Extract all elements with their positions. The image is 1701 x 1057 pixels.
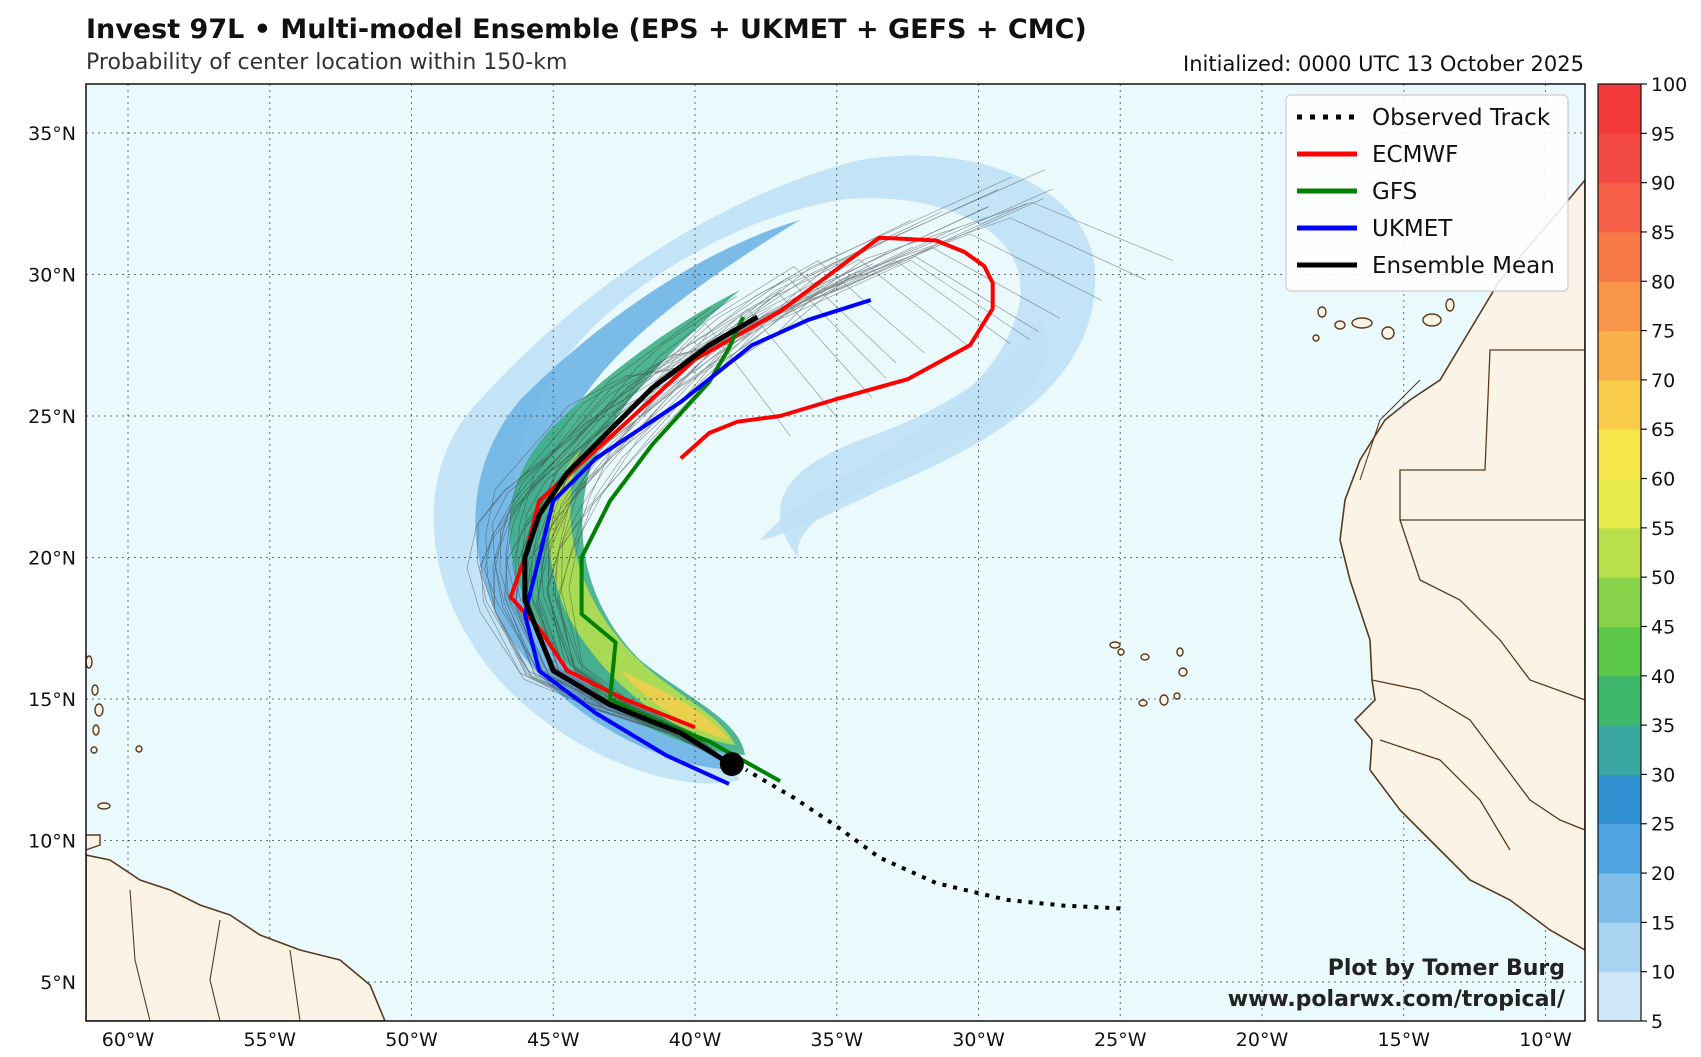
south-america-landmass <box>86 834 386 1021</box>
colorbar-segment <box>1598 675 1641 726</box>
colorbar-segment <box>1598 922 1641 973</box>
lat-tick-label: 10°N <box>28 831 76 853</box>
ecmwf-track <box>508 235 995 730</box>
colorbar-segment <box>1598 971 1641 1022</box>
lon-tick-label: 20°W <box>1236 1029 1289 1051</box>
colorbar-tick-label: 40 <box>1651 666 1675 688</box>
lon-tick-label: 15°W <box>1378 1029 1431 1051</box>
cape-verde-islands <box>1109 641 1188 707</box>
model-tracks <box>508 235 1121 911</box>
ukmet-track <box>522 298 872 786</box>
chart-title: Invest 97L • Multi-model Ensemble (EPS +… <box>86 14 1087 45</box>
colorbar-tick-label: 55 <box>1651 518 1675 540</box>
ensemble-member-track <box>505 277 886 768</box>
colorbar-segment <box>1598 626 1641 677</box>
legend: Observed Track ECMWF GFS UKMET Ensemble Mean <box>1285 94 1569 292</box>
ensemble-member-track <box>526 233 900 768</box>
colorbar-tick-label: 100 <box>1651 74 1687 96</box>
lat-tick-label: 15°N <box>28 689 76 711</box>
observed-track <box>744 768 1121 911</box>
ensemble-member-track <box>480 307 735 768</box>
colorbar-tick-label: 80 <box>1651 271 1675 293</box>
colorbar-segment <box>1598 281 1641 332</box>
canary-islands <box>1312 298 1455 342</box>
legend-label: ECMWF <box>1372 142 1458 168</box>
probability-swath <box>433 155 1096 784</box>
lat-tick-label: 5°N <box>40 972 76 994</box>
lon-tick-label: 45°W <box>527 1029 580 1051</box>
colorbar-segment <box>1598 231 1641 282</box>
lon-tick-label: 30°W <box>952 1029 1005 1051</box>
legend-label: Ensemble Mean <box>1372 253 1555 279</box>
ensemble-member-track <box>537 259 1030 768</box>
lat-tick-label: 20°N <box>28 548 76 570</box>
colorbar-tick-label: 85 <box>1651 222 1675 244</box>
current-position-marker <box>719 752 744 777</box>
legend-label: GFS <box>1372 179 1417 205</box>
colorbar-tick-label: 60 <box>1651 469 1675 491</box>
lon-tick-label: 50°W <box>385 1029 438 1051</box>
colorbar-segment <box>1598 527 1641 578</box>
lon-tick-label: 25°W <box>1094 1029 1147 1051</box>
colorbar-segment <box>1598 379 1641 430</box>
colorbar-tick-label: 75 <box>1651 321 1675 343</box>
credit-url: www.polarwx.com/tropical/ <box>1228 987 1566 1012</box>
colorbar-frame <box>1597 83 1642 1022</box>
colorbar-tick-label: 90 <box>1651 173 1675 195</box>
map-frame <box>85 83 1586 1022</box>
colorbar-tick-label: 95 <box>1651 123 1675 145</box>
lat-tick-label: 30°N <box>28 265 76 287</box>
colorbar-tick-label: 10 <box>1651 962 1675 984</box>
lat-tick-label: 35°N <box>28 123 76 145</box>
lon-tick-label: 40°W <box>669 1029 722 1051</box>
lon-tick-label: 60°W <box>102 1029 155 1051</box>
africa-landmass <box>1339 178 1585 951</box>
lon-tick-label: 35°W <box>811 1029 864 1051</box>
lon-tick-label: 55°W <box>244 1029 297 1051</box>
lesser-antilles <box>86 655 143 810</box>
ensemble-member-track <box>485 323 747 768</box>
credit: Plot by Tomer Burg www.polarwx.com/tropi… <box>1228 956 1566 1012</box>
legend-label: UKMET <box>1372 216 1453 242</box>
colorbar-tick-label: 25 <box>1651 814 1675 836</box>
colorbar-segment <box>1598 429 1641 479</box>
colorbar-tick-label: 20 <box>1651 863 1675 885</box>
colorbar-tick-label: 15 <box>1651 912 1675 934</box>
colorbar-tick-label: 5 <box>1651 1011 1663 1033</box>
longitude-labels: 60°W 55°W 50°W 45°W 40°W 35°W 30°W 25°W 20°W 15°W… <box>102 1029 1572 1051</box>
colorbar-segment <box>1598 823 1641 874</box>
colorbar-segment <box>1598 774 1641 825</box>
colorbar-segment <box>1598 330 1641 381</box>
colorbar-tick-label: 45 <box>1651 616 1675 638</box>
colorbar-segment <box>1598 873 1641 923</box>
colorbar-segment <box>1598 84 1641 134</box>
colorbar-segment <box>1598 577 1641 627</box>
legend-box <box>1285 94 1569 292</box>
colorbar-segment <box>1598 725 1641 775</box>
colorbar-tick-label: 30 <box>1651 764 1675 786</box>
initialized-timestamp: Initialized: 0000 UTC 13 October 2025 <box>1183 52 1584 76</box>
legend-label: Observed Track <box>1372 105 1551 131</box>
colorbar-tick-label: 50 <box>1651 567 1675 589</box>
colorbar-tick-label: 65 <box>1651 419 1675 441</box>
colorbar-segment <box>1598 478 1641 529</box>
colorbar-segment <box>1598 182 1641 233</box>
ensemble-mean-track <box>522 314 759 770</box>
colorbar-segment <box>1598 133 1641 184</box>
credit-author: Plot by Tomer Burg <box>1328 956 1565 981</box>
latitude-labels: 35°N 30°N 25°N 20°N 15°N 10°N 5°N <box>28 123 76 994</box>
colorbar-tick-label: 35 <box>1651 715 1675 737</box>
lat-tick-label: 25°N <box>28 406 76 428</box>
colorbar: 5 10 15 20 25 30 35 40 45 50 55 60 65 70 75 80 85 90 95 100 <box>1597 74 1687 1033</box>
chart-subtitle: Probability of center location within 15… <box>86 50 568 75</box>
lon-tick-label: 10°W <box>1519 1029 1572 1051</box>
colorbar-tick-label: 70 <box>1651 370 1675 392</box>
ensemble-member-track <box>546 176 1012 768</box>
